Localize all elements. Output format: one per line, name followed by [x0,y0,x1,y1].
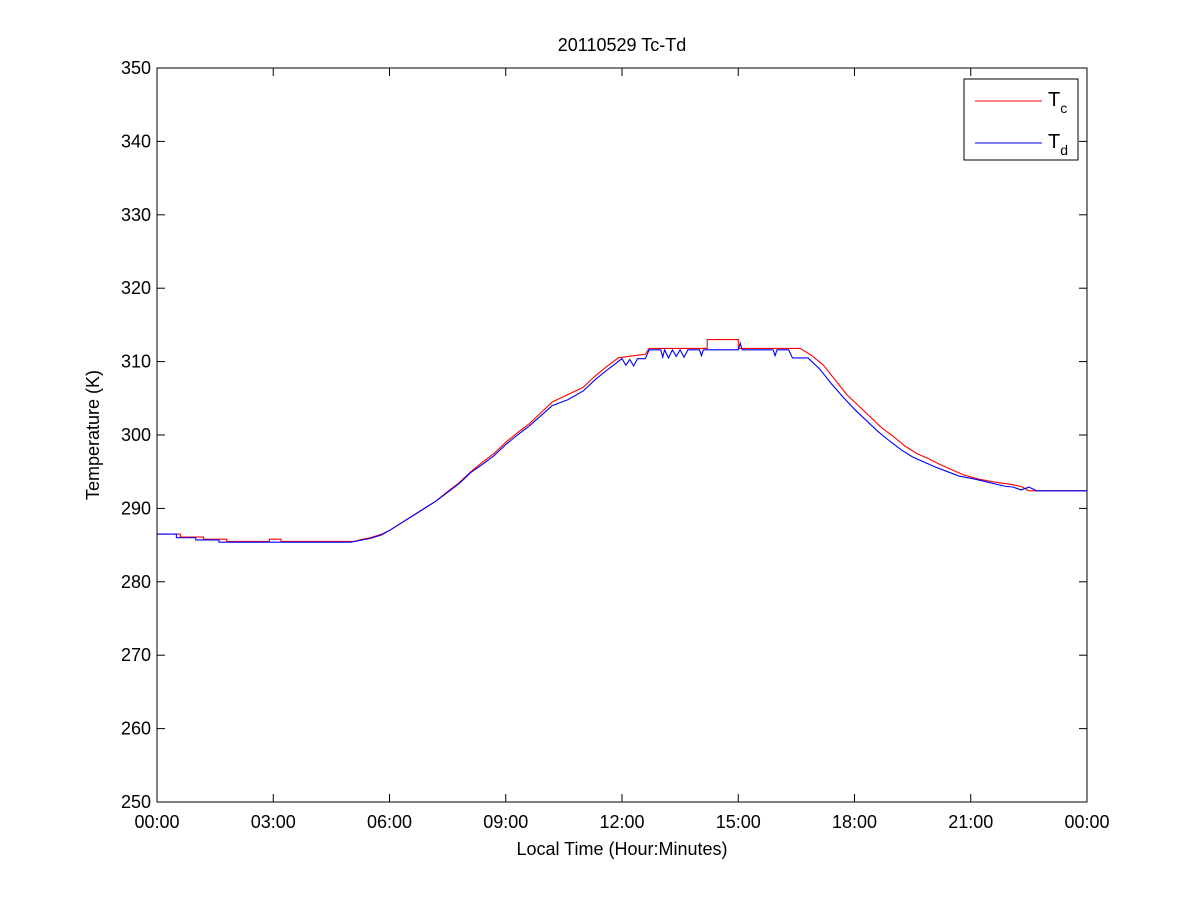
legend-box [963,78,1079,161]
y-tick-label: 290 [121,498,151,518]
y-tick-label: 280 [121,572,151,592]
legend-label-subscript: d [1060,142,1068,158]
x-tick-label: 00:00 [1064,812,1109,832]
series-layer [157,339,1087,543]
x-tick-label: 12:00 [599,812,644,832]
chart-title: 20110529 Tc-Td [558,35,686,55]
legend-label-td: Td [1048,131,1068,158]
legend-label-main: T [1048,131,1060,153]
legend-label-tc: Tc [1048,89,1067,116]
y-tick-label: 310 [121,352,151,372]
x-tick-label: 00:00 [134,812,179,832]
y-tick-label: 250 [121,792,151,812]
y-tick-label: 270 [121,645,151,665]
x-tick-label: 06:00 [367,812,412,832]
x-tick-label: 09:00 [483,812,528,832]
y-tick-label: 300 [121,425,151,445]
x-tick-label: 18:00 [832,812,877,832]
y-tick-label: 330 [121,205,151,225]
legend-label-main: T [1048,89,1060,111]
y-tick-label: 320 [121,278,151,298]
x-axis-label: Local Time (Hour:Minutes) [516,839,727,859]
legend-label-subscript: c [1060,100,1067,116]
x-tick-label: 21:00 [948,812,993,832]
x-tick-label: 03:00 [251,812,296,832]
y-tick-label: 350 [121,58,151,78]
y-tick-label: 260 [121,719,151,739]
plot-area [157,68,1087,802]
series-line-td [157,341,1087,543]
x-tick-label: 15:00 [716,812,761,832]
y-tick-label: 340 [121,131,151,151]
series-line-tc [157,339,1087,542]
axis-ticks: 00:00 03:00 06:00 09:00 12:00 15:00 18:00 21:00… [121,58,1110,832]
y-axis-label: Temperature (K) [83,370,103,500]
